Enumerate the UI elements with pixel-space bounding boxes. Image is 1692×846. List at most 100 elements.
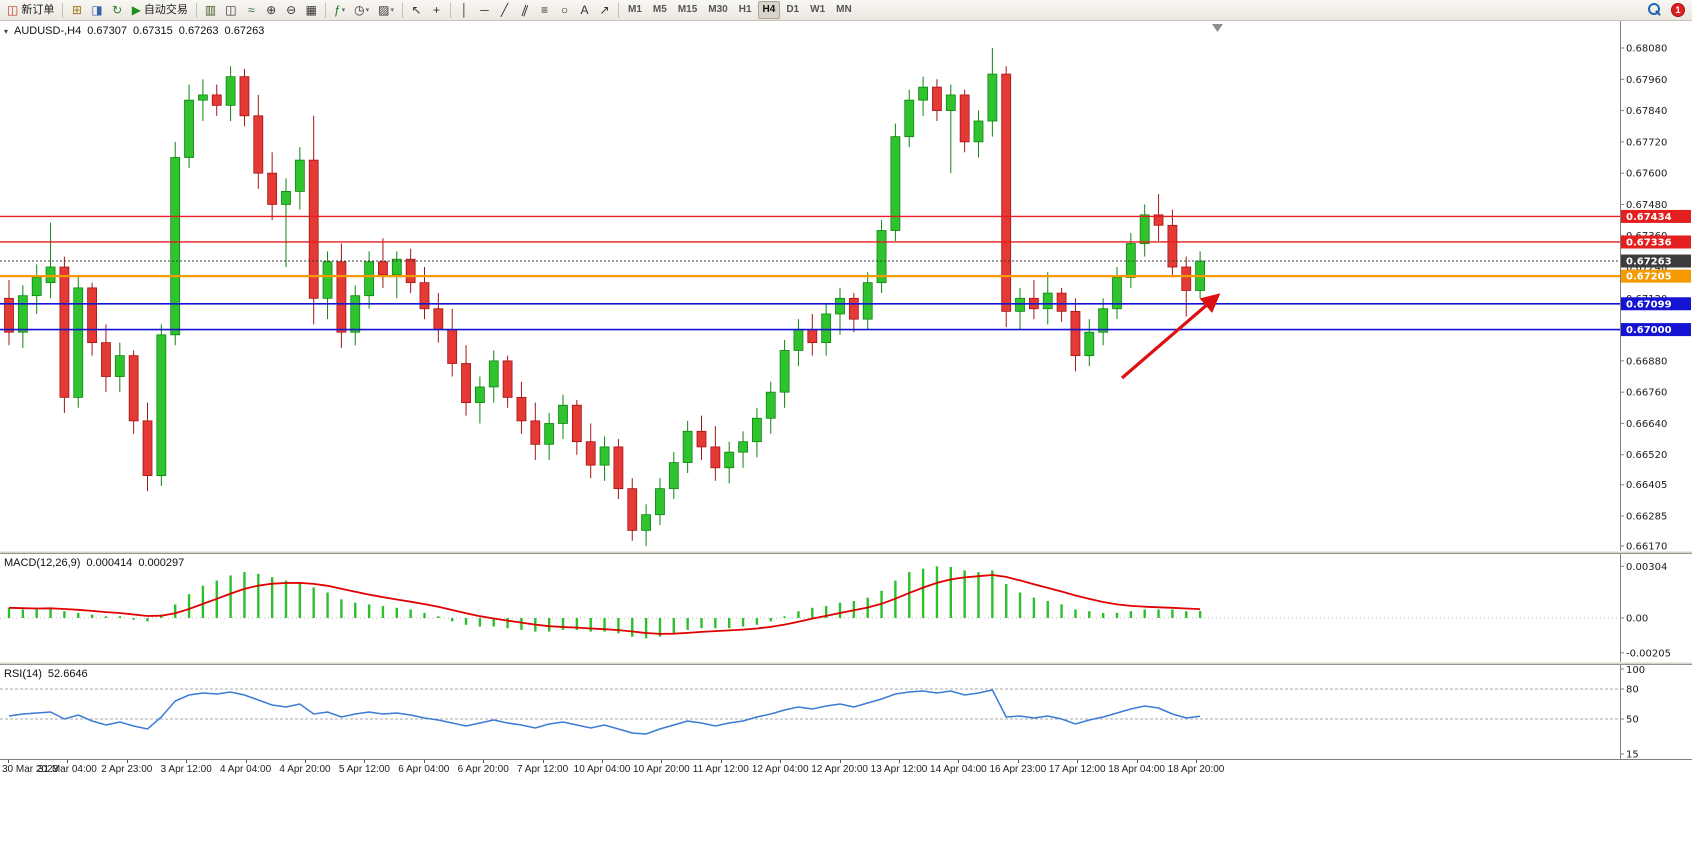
autotrading-button[interactable]: ▶ 自动交易 bbox=[128, 1, 192, 19]
time-label: 7 Apr 12:00 bbox=[517, 764, 569, 775]
timeframe-M30[interactable]: M30 bbox=[703, 1, 732, 19]
channel-icon[interactable]: ∥ bbox=[515, 1, 534, 19]
shapes-icon[interactable]: ○ bbox=[555, 1, 574, 19]
price-badge bbox=[1621, 269, 1691, 283]
ohlc-close: 0.67263 bbox=[224, 25, 265, 37]
price-badge bbox=[1621, 323, 1691, 337]
toolbar-separator bbox=[324, 2, 326, 18]
panel-separator[interactable] bbox=[0, 551, 1692, 554]
time-label: 10 Apr 20:00 bbox=[633, 764, 690, 775]
svg-text:80: 80 bbox=[1626, 685, 1639, 696]
svg-text:0.67205: 0.67205 bbox=[1626, 272, 1672, 283]
new-order-label: 新订单 bbox=[21, 3, 55, 16]
timeframe-D1[interactable]: D1 bbox=[781, 1, 804, 19]
timeframe-H1[interactable]: H1 bbox=[734, 1, 757, 19]
timeframe-M15[interactable]: M15 bbox=[673, 1, 702, 19]
price-chart-canvas[interactable]: 0.68080 0.67960 0.67840 0.67720 0.67600 0.674… bbox=[0, 21, 1692, 551]
price-badge bbox=[1621, 297, 1691, 311]
arrow-tool-icon[interactable]: ↗ bbox=[595, 1, 614, 19]
macd-chart-canvas[interactable]: 0.00304 0.00 -0.00205 bbox=[0, 554, 1692, 662]
svg-text:0.67720: 0.67720 bbox=[1626, 137, 1667, 148]
rsi-label: RSI(14) 52.6646 bbox=[4, 668, 88, 680]
new-order-button[interactable]: ◫ 新订单 bbox=[3, 1, 58, 19]
line-chart-icon[interactable]: ≈ bbox=[242, 1, 261, 19]
vertical-line-icon[interactable]: │ bbox=[455, 1, 474, 19]
rsi-value: 52.6646 bbox=[47, 668, 88, 680]
refresh-icon[interactable]: ↻ bbox=[108, 1, 127, 19]
macd-histogram bbox=[7, 566, 1202, 639]
new-chart-icon[interactable]: ⊞ bbox=[67, 1, 86, 19]
main-toolbar: ◫ 新订单 ⊞ ◨ ↻ ▶ 自动交易 ▥ ◫ ≈ ⊕ ⊖ ▦ ƒ ▾ ◷ ▾ ▨ ▾ ↖ + │ ─ ╱ ∥ ≡ ○… bbox=[0, 0, 1692, 21]
time-tick bbox=[1077, 760, 1079, 763]
svg-text:0.66520: 0.66520 bbox=[1626, 450, 1667, 461]
price-panel: 0.68080 0.67960 0.67840 0.67720 0.67600 0.674… bbox=[0, 21, 1692, 551]
svg-text:0.66760: 0.66760 bbox=[1626, 388, 1667, 399]
time-label: 17 Apr 12:00 bbox=[1048, 764, 1106, 775]
rsi-title: RSI(14) bbox=[4, 668, 42, 680]
time-tick bbox=[245, 760, 247, 763]
horizontal-line-icon[interactable]: ─ bbox=[475, 1, 494, 19]
time-label: 6 Apr 20:00 bbox=[457, 764, 509, 775]
macd-value-signal: 0.000297 bbox=[138, 557, 185, 569]
timeframe-MN[interactable]: MN bbox=[831, 1, 857, 19]
toolbar-separator bbox=[618, 2, 620, 18]
time-label: 13 Apr 12:00 bbox=[870, 764, 928, 775]
panel-separator[interactable] bbox=[0, 662, 1692, 665]
rsi-chart-canvas[interactable]: 100 80 50 15 bbox=[0, 665, 1692, 759]
periods-icon[interactable]: ◷ ▾ bbox=[350, 1, 373, 19]
templates-icon[interactable]: ▨ ▾ bbox=[374, 1, 398, 19]
svg-text:0.66285: 0.66285 bbox=[1626, 512, 1667, 523]
candlestick-chart-icon[interactable]: ◫ bbox=[221, 1, 240, 19]
svg-text:0.66170: 0.66170 bbox=[1626, 542, 1667, 552]
fibonacci-icon[interactable]: ≡ bbox=[535, 1, 554, 19]
chevron-down-icon: ▾ bbox=[365, 6, 370, 14]
indicators-icon[interactable]: ƒ ▾ bbox=[330, 1, 349, 19]
macd-label: MACD(12,26,9) 0.000414 0.000297 bbox=[4, 557, 184, 569]
bar-chart-icon[interactable]: ▥ bbox=[201, 1, 220, 19]
time-tick bbox=[542, 760, 544, 763]
timeframe-M1[interactable]: M1 bbox=[623, 1, 647, 19]
svg-text:0.67840: 0.67840 bbox=[1626, 106, 1667, 117]
trendline-icon[interactable]: ╱ bbox=[495, 1, 514, 19]
time-label: 3 Apr 12:00 bbox=[160, 764, 212, 775]
svg-text:0.67099: 0.67099 bbox=[1626, 299, 1672, 310]
macd-title: MACD(12,26,9) bbox=[4, 557, 81, 569]
collapse-icon[interactable]: ▾ bbox=[4, 26, 9, 36]
time-label: 12 Apr 04:00 bbox=[751, 764, 809, 775]
time-label: 4 Apr 20:00 bbox=[279, 764, 331, 775]
svg-text:0.67263: 0.67263 bbox=[1626, 257, 1672, 268]
time-label: 4 Apr 04:00 bbox=[220, 764, 272, 775]
notification-badge[interactable]: 1 bbox=[1671, 3, 1685, 17]
svg-text:0.68080: 0.68080 bbox=[1626, 44, 1667, 55]
text-icon[interactable]: A bbox=[575, 1, 594, 19]
tile-windows-icon[interactable]: ▦ bbox=[302, 1, 321, 19]
svg-text:15: 15 bbox=[1626, 750, 1639, 760]
drawn-arrow-annotation[interactable] bbox=[1120, 293, 1221, 380]
chart-shift-marker[interactable] bbox=[1212, 24, 1223, 32]
time-label: 6 Apr 04:00 bbox=[398, 764, 450, 775]
chart-window: 0.68080 0.67960 0.67840 0.67720 0.67600 0.674… bbox=[0, 21, 1692, 778]
cursor-icon[interactable]: ↖ bbox=[407, 1, 426, 19]
toolbar-separator bbox=[450, 2, 452, 18]
time-tick bbox=[602, 760, 603, 763]
time-tick bbox=[1017, 760, 1019, 763]
time-label: 2 Apr 23:00 bbox=[101, 764, 153, 775]
svg-text:0.67336: 0.67336 bbox=[1626, 237, 1672, 248]
svg-text:0.67240: 0.67240 bbox=[1626, 263, 1667, 274]
search-icon[interactable] bbox=[1648, 3, 1662, 17]
timeframe-M5[interactable]: M5 bbox=[648, 1, 672, 19]
profiles-icon[interactable]: ◨ bbox=[87, 1, 106, 19]
time-axis[interactable]: 30 Mar 2023 31 Mar 04:00 2 Apr 23:00 3 Apr … bbox=[0, 759, 1692, 778]
time-label: 18 Apr 04:00 bbox=[1108, 764, 1165, 775]
zoom-in-icon[interactable]: ⊕ bbox=[262, 1, 281, 19]
zoom-out-icon[interactable]: ⊖ bbox=[282, 1, 301, 19]
timeframe-W1[interactable]: W1 bbox=[805, 1, 830, 19]
svg-text:0.67480: 0.67480 bbox=[1626, 200, 1667, 211]
crosshair-icon[interactable]: + bbox=[427, 1, 446, 19]
time-tick bbox=[126, 760, 128, 763]
symbol-info: ▾ AUDUSD-,H4 0.67307 0.67315 0.67263 0.6… bbox=[4, 25, 264, 37]
timeframe-H4[interactable]: H4 bbox=[757, 1, 781, 19]
autotrading-label: 自动交易 bbox=[143, 3, 188, 16]
svg-text:100: 100 bbox=[1626, 665, 1645, 676]
time-tick bbox=[958, 760, 960, 763]
